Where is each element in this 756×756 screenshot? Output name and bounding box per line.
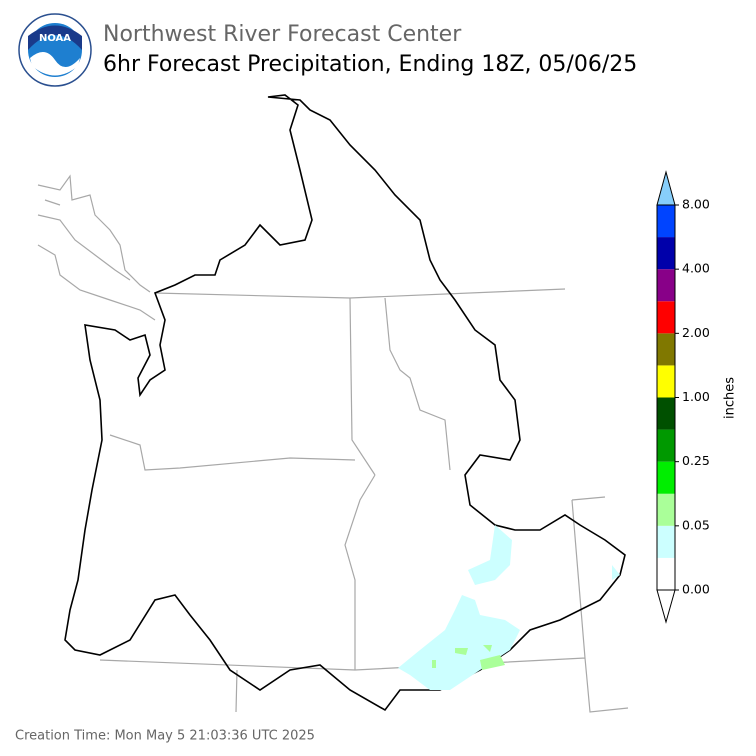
colorbar-tick-label: 0.25 [682,453,710,468]
colorbar-bin [657,301,675,334]
colorbar-bin [657,525,675,558]
precip-light [398,525,620,690]
colorbar-tick-label: 2.00 [682,325,710,340]
colorbar-bin [657,429,675,462]
title: 6hr Forecast Precipitation, Ending 18Z, … [103,52,637,77]
colorbar-tick-label: 8.00 [682,197,710,212]
colorbar-bin [657,493,675,526]
colorbar-bin [657,205,675,238]
state-borders [99,288,629,713]
logo-top [28,25,82,50]
footer: Creation Time: Mon May 5 21:03:36 UTC 20… [15,729,315,744]
logo-bird [30,51,80,76]
agency: Northwest River Forecast Center [103,22,462,47]
colorbar-bin [657,365,675,398]
coast-bc [37,174,156,321]
colorbar-bin [657,333,675,366]
colorbar-tick-label: 4.00 [682,261,710,276]
colorbar-bin [657,269,675,302]
map [37,94,629,713]
basin-outline [64,94,626,712]
colorbar-tick-label: 1.00 [682,389,710,404]
colorbar-over [656,170,676,206]
colorbar-label: inches [723,377,738,419]
colorbar-bin [657,461,675,494]
colorbar-tick-label: 0.00 [682,582,710,597]
colorbar-bin [657,237,675,270]
colorbar-tick-label: 0.05 [682,517,710,532]
precip-green [432,645,505,670]
colorbar: 0.00 0.05 0.25 1.00 2.00 4.00 8.00 [656,170,710,624]
logo: NOAA [18,13,92,87]
colorbar-bin [657,397,675,430]
colorbar-under [656,589,676,624]
logo-text: NOAA [39,33,71,44]
colorbar-bin [657,557,675,590]
